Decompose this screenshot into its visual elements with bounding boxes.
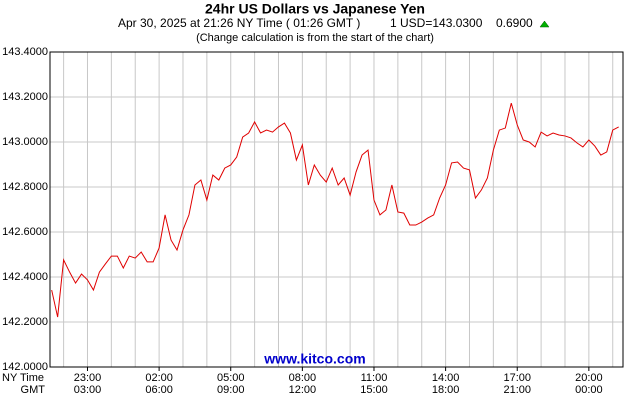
- y-tick-label: 143.2000: [2, 91, 48, 103]
- y-tick-label: 142.6000: [2, 226, 48, 238]
- x-tick-label: 02:00: [145, 372, 173, 384]
- change: 0.6900: [496, 16, 533, 30]
- plot-border: [49, 51, 624, 368]
- x-tick-label: 08:00: [289, 372, 317, 384]
- x2-tick-label: 00:00: [575, 384, 603, 396]
- up-arrow: [539, 20, 550, 28]
- quote: 1 USD=143.0300: [390, 16, 483, 30]
- x-axis-label: NY Time: [2, 372, 44, 384]
- y-tick-label: 142.2000: [2, 316, 48, 328]
- y-tick-label: 142.4000: [2, 271, 48, 283]
- x2-tick-label: 06:00: [145, 384, 173, 396]
- plot-area: [50, 52, 623, 367]
- x-tick-label: 11:00: [361, 372, 388, 384]
- y-tick-label: 142.8000: [2, 181, 48, 193]
- x2-axis-label: GMT: [21, 384, 46, 396]
- x-tick-label: 05:00: [217, 372, 245, 384]
- x2-tick-label: 18:00: [432, 384, 460, 396]
- watermark: www.kitco.com: [263, 351, 365, 367]
- x2-tick-label: 15:00: [360, 384, 388, 396]
- y-tick-label: 142.0000: [2, 361, 48, 373]
- x2-tick-label: 12:00: [289, 384, 317, 396]
- x2-tick-label: 03:00: [74, 384, 102, 396]
- price-line: [51, 102, 619, 318]
- y-tick-label: 143.0000: [2, 136, 48, 148]
- date-line: Apr 30, 2025 at 21:26 NY Time ( 01:26 GM…: [118, 16, 360, 30]
- x-tick-label: 20:00: [575, 372, 603, 384]
- y-tick-label: 143.4000: [2, 46, 48, 58]
- x-tick-label: 23:00: [74, 372, 102, 384]
- note: (Change calculation is from the start of…: [196, 32, 434, 44]
- x2-tick-label: 09:00: [217, 384, 245, 396]
- chart-title: 24hr US Dollars vs Japanese Yen: [205, 1, 425, 17]
- x-tick-label: 17:00: [503, 372, 531, 384]
- x2-tick-label: 21:00: [503, 384, 531, 396]
- x-tick-label: 14:00: [432, 372, 460, 384]
